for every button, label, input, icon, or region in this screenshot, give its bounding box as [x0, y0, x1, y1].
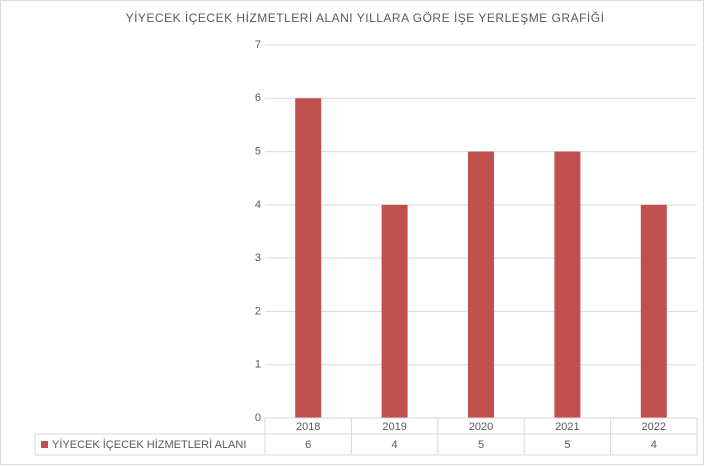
y-tick-label: 1: [255, 359, 261, 371]
x-tick-label: 2020: [469, 421, 493, 433]
x-tick-label: 2019: [382, 421, 406, 433]
y-tick-label: 6: [255, 92, 261, 104]
y-tick-label: 5: [255, 145, 261, 157]
y-tick-label: 7: [255, 39, 261, 51]
legend-label: YİYECEK İÇECEK HİZMETLERİ ALANI: [52, 438, 246, 451]
table-value: 5: [564, 439, 570, 451]
table-value: 4: [392, 439, 398, 451]
table-value: 6: [305, 439, 311, 451]
bar: [381, 204, 408, 418]
table-value: 4: [651, 439, 657, 451]
bar: [554, 151, 581, 419]
x-tick-label: 2018: [296, 421, 320, 433]
chart-title: YİYECEK İÇECEK HİZMETLERİ ALANI YILLARA …: [126, 10, 605, 25]
y-tick-label: 3: [255, 252, 261, 264]
bar: [468, 151, 494, 419]
bar: [640, 204, 667, 418]
x-tick-label: 2022: [642, 421, 666, 433]
x-tick-label: 2021: [555, 421, 579, 433]
table-value: 5: [478, 439, 484, 451]
y-tick-label: 2: [255, 305, 261, 317]
y-tick-label: 4: [255, 199, 261, 211]
y-tick-label: 0: [255, 412, 261, 424]
bar: [295, 98, 322, 419]
legend-swatch: [41, 441, 48, 448]
